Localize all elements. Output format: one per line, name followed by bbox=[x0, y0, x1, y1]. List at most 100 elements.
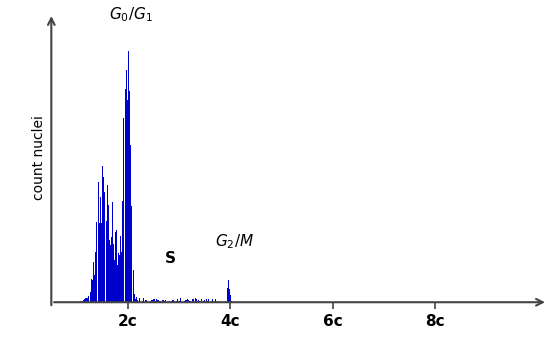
Bar bbox=[204, 300, 205, 302]
Bar bbox=[210, 301, 211, 302]
Bar bbox=[176, 301, 177, 302]
Bar bbox=[185, 300, 186, 302]
Bar bbox=[94, 275, 95, 302]
Bar bbox=[215, 299, 216, 302]
Bar bbox=[114, 260, 115, 302]
Bar bbox=[217, 301, 218, 302]
Bar bbox=[133, 270, 134, 302]
Bar bbox=[128, 51, 129, 302]
Bar bbox=[115, 233, 116, 302]
Bar bbox=[173, 300, 174, 302]
Bar bbox=[89, 295, 90, 302]
Bar bbox=[90, 292, 91, 302]
Bar bbox=[155, 301, 156, 302]
Bar bbox=[86, 300, 87, 302]
Bar bbox=[134, 294, 135, 302]
Bar bbox=[229, 289, 230, 302]
Bar bbox=[108, 205, 109, 302]
Bar bbox=[195, 298, 196, 302]
Bar bbox=[171, 301, 172, 302]
Bar bbox=[228, 283, 229, 302]
Bar bbox=[104, 192, 105, 302]
Bar bbox=[96, 222, 97, 302]
Bar bbox=[198, 300, 199, 302]
Bar bbox=[139, 298, 140, 302]
Text: $G_0/G_1$: $G_0/G_1$ bbox=[109, 5, 152, 24]
Bar bbox=[206, 299, 207, 302]
Bar bbox=[132, 273, 133, 302]
Bar bbox=[122, 201, 123, 302]
Bar bbox=[121, 252, 122, 302]
Bar bbox=[110, 245, 111, 302]
Bar bbox=[193, 299, 194, 302]
Bar bbox=[92, 280, 93, 302]
Bar bbox=[231, 301, 232, 302]
Bar bbox=[225, 301, 226, 302]
Bar bbox=[157, 300, 158, 302]
Bar bbox=[111, 237, 112, 302]
Bar bbox=[163, 300, 164, 302]
Bar bbox=[194, 299, 195, 302]
Text: $G_2/M$: $G_2/M$ bbox=[215, 233, 254, 251]
Bar bbox=[175, 300, 176, 302]
Bar bbox=[172, 300, 173, 302]
Bar bbox=[153, 299, 154, 302]
Bar bbox=[164, 301, 165, 302]
Bar bbox=[125, 89, 126, 302]
Bar bbox=[87, 299, 88, 302]
Bar bbox=[112, 202, 113, 302]
Bar bbox=[124, 129, 125, 302]
Bar bbox=[187, 299, 188, 302]
Bar bbox=[143, 298, 144, 302]
Bar bbox=[120, 236, 121, 302]
Bar bbox=[117, 265, 118, 302]
Bar bbox=[190, 301, 191, 302]
Bar bbox=[186, 300, 187, 302]
Bar bbox=[103, 177, 104, 302]
Bar bbox=[81, 301, 82, 302]
Bar bbox=[197, 301, 198, 302]
Bar bbox=[160, 301, 161, 302]
Bar bbox=[100, 209, 101, 302]
Bar bbox=[158, 300, 159, 302]
Bar bbox=[174, 301, 175, 302]
Bar bbox=[207, 301, 208, 302]
Bar bbox=[123, 118, 124, 302]
Bar bbox=[109, 240, 110, 302]
Bar bbox=[152, 300, 153, 302]
Bar bbox=[97, 210, 98, 302]
Bar bbox=[93, 261, 94, 302]
Bar bbox=[211, 301, 212, 302]
Bar bbox=[226, 291, 227, 302]
Bar bbox=[145, 300, 146, 302]
Bar bbox=[95, 239, 96, 302]
Bar bbox=[192, 300, 193, 302]
Bar bbox=[230, 295, 231, 302]
Bar bbox=[116, 230, 117, 302]
Bar bbox=[201, 300, 202, 302]
Bar bbox=[99, 223, 100, 302]
Bar bbox=[179, 301, 180, 302]
Bar bbox=[146, 301, 147, 302]
Bar bbox=[159, 301, 160, 302]
Bar bbox=[119, 255, 120, 302]
Bar bbox=[156, 299, 157, 302]
Bar bbox=[150, 301, 151, 302]
Bar bbox=[88, 296, 89, 302]
Bar bbox=[105, 243, 106, 302]
Bar bbox=[188, 300, 189, 302]
Bar bbox=[101, 223, 102, 302]
Bar bbox=[126, 70, 127, 302]
Bar bbox=[199, 301, 200, 302]
Bar bbox=[137, 300, 138, 302]
Bar bbox=[83, 300, 84, 302]
Text: S: S bbox=[165, 251, 176, 266]
Bar bbox=[191, 300, 192, 302]
Bar bbox=[214, 301, 215, 302]
Bar bbox=[165, 300, 166, 302]
Bar bbox=[136, 297, 137, 302]
Bar bbox=[203, 301, 204, 302]
Bar bbox=[208, 299, 209, 302]
Bar bbox=[154, 300, 155, 302]
Bar bbox=[177, 299, 178, 302]
